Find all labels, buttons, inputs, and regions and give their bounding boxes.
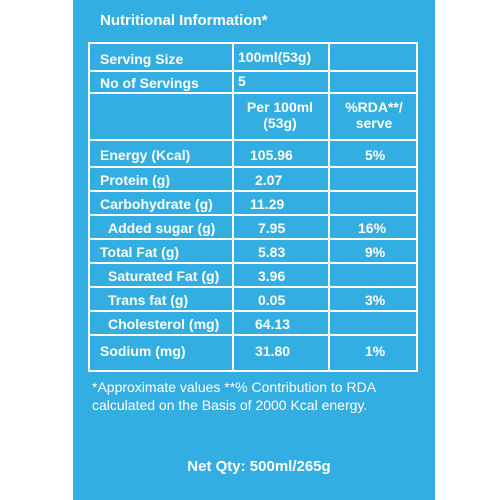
servings-label: No of Servings xyxy=(100,75,199,91)
row-divider xyxy=(90,92,416,94)
cholesterol-label: Cholesterol (mg) xyxy=(108,316,220,332)
row-divider xyxy=(90,334,416,336)
total-fat-rda: 9% xyxy=(365,244,386,260)
saturated-fat-value: 3.96 xyxy=(258,268,286,284)
net-quantity: Net Qty: 500ml/265g xyxy=(187,458,331,475)
row-divider xyxy=(90,139,416,141)
row-divider xyxy=(90,166,416,168)
sodium-label: Sodium (mg) xyxy=(100,343,186,359)
row-divider xyxy=(90,238,416,240)
trans-fat-label: Trans fat (g) xyxy=(108,292,189,308)
saturated-fat-label: Saturated Fat (g) xyxy=(108,268,220,284)
added-sugar-label: Added sugar (g) xyxy=(108,220,216,236)
carbohydrate-value: 11.29 xyxy=(250,196,285,212)
energy-label: Energy (Kcal) xyxy=(100,147,191,163)
added-sugar-value: 7.95 xyxy=(258,220,286,236)
trans-fat-rda: 3% xyxy=(365,292,386,308)
per-100ml-header: Per 100ml (53g) xyxy=(246,99,314,131)
total-fat-value: 5.83 xyxy=(258,244,286,260)
cholesterol-value: 64.13 xyxy=(255,316,291,332)
label-panel xyxy=(73,0,435,500)
footnote: *Approximate values **% Contribution to … xyxy=(92,379,376,413)
sodium-value: 31.80 xyxy=(255,343,291,359)
carbohydrate-label: Carbohydrate (g) xyxy=(100,196,213,212)
row-divider xyxy=(90,214,416,216)
energy-rda: 5% xyxy=(365,147,386,163)
nutrition-table: Serving Size 100ml(53g) No of Servings 5… xyxy=(88,42,418,372)
serving-size-label: Serving Size xyxy=(100,51,184,67)
row-divider xyxy=(90,286,416,288)
column-divider xyxy=(328,44,330,370)
nutrition-title: Nutritional Information* xyxy=(100,12,268,29)
total-fat-label: Total Fat (g) xyxy=(100,244,180,260)
protein-value: 2.07 xyxy=(255,172,283,188)
added-sugar-rda: 16% xyxy=(358,220,387,236)
protein-label: Protein (g) xyxy=(100,172,170,188)
row-divider xyxy=(90,70,416,72)
sodium-rda: 1% xyxy=(365,343,386,359)
serving-size-value: 100ml(53g) xyxy=(238,49,312,65)
servings-value: 5 xyxy=(238,73,246,89)
row-divider xyxy=(90,190,416,192)
row-divider xyxy=(90,262,416,264)
trans-fat-value: 0.05 xyxy=(258,292,286,308)
row-divider xyxy=(90,310,416,312)
column-divider xyxy=(232,44,234,370)
rda-header: %RDA**/ serve xyxy=(345,99,403,131)
energy-value: 105.96 xyxy=(250,147,293,163)
